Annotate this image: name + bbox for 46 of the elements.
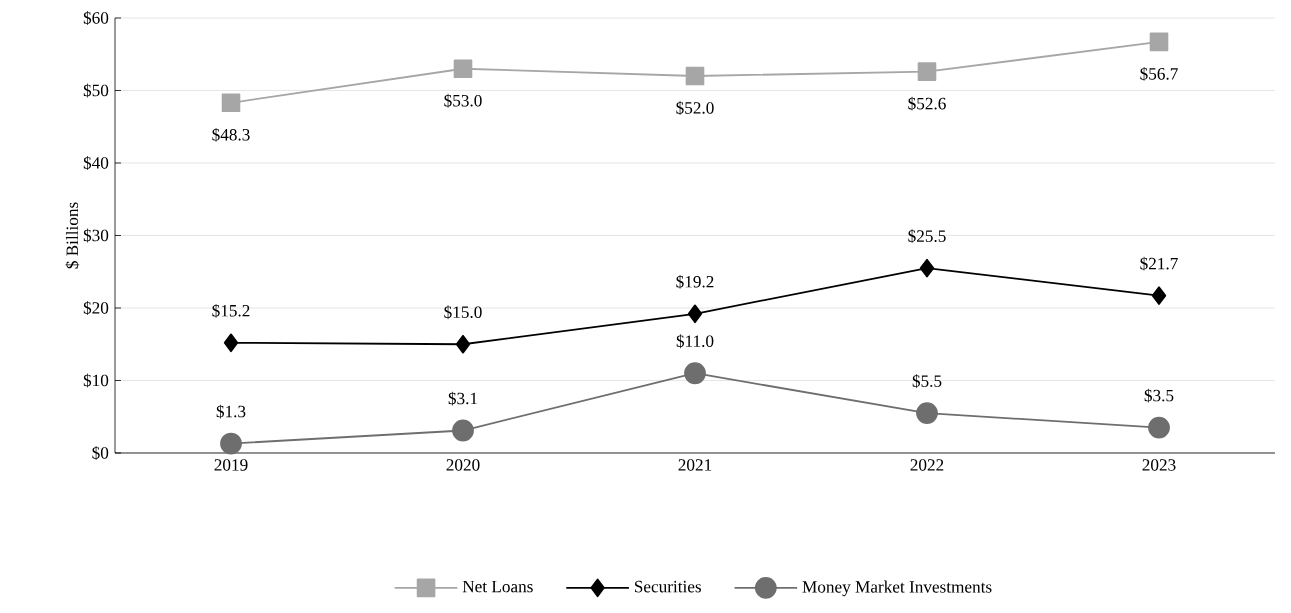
legend-label: Net Loans [462, 580, 533, 593]
point [1148, 416, 1170, 439]
point [919, 258, 935, 278]
point [684, 362, 706, 385]
data-label: $11.0 [676, 334, 714, 349]
y-tick-label: $40 [83, 156, 109, 170]
legend-label: Money Market Investments [802, 580, 992, 597]
data-label: $21.7 [1140, 256, 1178, 271]
x-tick-label: 2022 [910, 459, 944, 471]
point [687, 304, 703, 324]
point [220, 432, 242, 455]
y-tick-label: $60 [83, 11, 109, 25]
x-tick-label: 2023 [1142, 459, 1176, 471]
y-tick-label: $0 [92, 446, 109, 460]
point [455, 334, 471, 354]
y-tick-label: $30 [83, 228, 109, 243]
point [1151, 286, 1167, 305]
y-tick-label: $50 [83, 83, 109, 98]
data-label: $25.5 [908, 229, 946, 244]
data-label: $52.0 [676, 101, 714, 115]
point [452, 419, 474, 442]
y-tick-label: $10 [83, 373, 109, 388]
point [223, 333, 239, 353]
x-tick-label: 2020 [446, 459, 480, 471]
data-label: $15.0 [444, 305, 482, 320]
x-tick-label: 2021 [678, 459, 712, 471]
data-label: $53.0 [444, 93, 482, 108]
data-label: $3.1 [448, 391, 478, 406]
point [221, 93, 241, 113]
point [453, 59, 473, 79]
data-label: $56.7 [1140, 67, 1178, 81]
y-tick-label: $20 [83, 301, 109, 315]
point [917, 62, 937, 81]
x-tick-label: 2019 [214, 459, 248, 471]
y-axis-title: $ Billions [65, 202, 80, 269]
data-label: $5.5 [912, 374, 942, 388]
data-label: $19.2 [676, 274, 714, 289]
data-label: $1.3 [216, 404, 246, 419]
point [685, 66, 705, 86]
data-label: $48.3 [212, 127, 250, 142]
point [916, 402, 938, 425]
data-label: $15.2 [212, 303, 250, 318]
data-label: $52.6 [908, 96, 946, 111]
data-label: $3.5 [1144, 388, 1174, 403]
legend-label: Securities [634, 580, 702, 593]
point [1149, 32, 1169, 52]
